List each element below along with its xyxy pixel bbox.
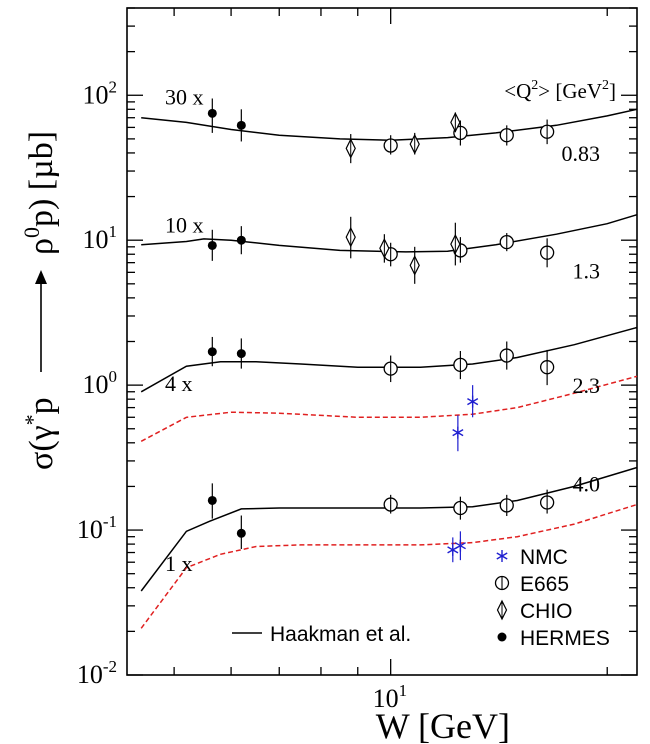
legend-marker-e665 bbox=[494, 575, 510, 591]
scale-factor-label: 10 x bbox=[165, 213, 204, 238]
e665-point bbox=[453, 357, 468, 373]
legend-label-nmc: NMC bbox=[520, 546, 568, 569]
e665-point bbox=[539, 360, 555, 375]
nmc-point-stroke bbox=[454, 542, 466, 550]
e665-point bbox=[499, 128, 514, 143]
e665-point bbox=[539, 495, 555, 510]
points-layer bbox=[207, 98, 555, 563]
y-tick-label: 10-2 bbox=[77, 657, 117, 689]
chio-point bbox=[345, 138, 356, 159]
e665-point bbox=[383, 361, 398, 376]
q2-value-label: 0.83 bbox=[562, 141, 601, 166]
y-axis-label: σ(γ*p ρ0p) [µb] bbox=[19, 131, 60, 470]
legend-marker-chio bbox=[496, 599, 508, 621]
legend-label-hermes: HERMES bbox=[520, 627, 610, 650]
model-curve bbox=[141, 213, 638, 253]
hermes-point bbox=[207, 347, 217, 357]
scale-factor-label: 4 x bbox=[165, 371, 193, 396]
e665-point bbox=[383, 497, 398, 512]
x-axis-label: W [GeV] bbox=[376, 706, 510, 744]
hermes-point bbox=[207, 240, 217, 250]
chio-point bbox=[409, 133, 420, 155]
legend-marker-hermes bbox=[497, 632, 507, 642]
e665-point bbox=[499, 234, 514, 250]
hermes-point bbox=[207, 108, 217, 118]
q2-value-label: 1.3 bbox=[573, 258, 601, 283]
q2-value-label: 4.0 bbox=[573, 471, 601, 496]
chio-point bbox=[450, 112, 461, 133]
nmc-point bbox=[467, 395, 479, 408]
chio-point bbox=[345, 226, 356, 248]
scale-factor-label: 1 x bbox=[165, 551, 193, 576]
hermes-point bbox=[236, 349, 246, 359]
legend-label-e665: E665 bbox=[520, 573, 569, 596]
legend-marker-nmc bbox=[496, 550, 508, 562]
nmc-point bbox=[454, 539, 466, 552]
chio-point bbox=[450, 233, 461, 255]
y-tick-label: 10-1 bbox=[77, 512, 117, 544]
e665-point bbox=[453, 500, 468, 516]
chio-point bbox=[409, 255, 420, 276]
e665-point bbox=[539, 124, 555, 139]
legend: NMC E665 CHIO HERMES Haakman et al. bbox=[232, 546, 610, 650]
y-tick-label: 100 bbox=[83, 367, 118, 399]
q2-header: <Q2> [GeV2] bbox=[504, 78, 616, 103]
nmc-point-stroke bbox=[452, 429, 464, 437]
dashed-model-curve bbox=[140, 503, 638, 629]
dashed-model-curve bbox=[140, 375, 638, 442]
legend-marker-nmc-stroke bbox=[496, 552, 508, 560]
y-tick-label: 101 bbox=[83, 222, 118, 254]
e665-point bbox=[453, 125, 468, 141]
hermes-point bbox=[207, 495, 217, 505]
curves-layer bbox=[140, 108, 638, 629]
legend-line-label: Haakman et al. bbox=[270, 623, 411, 646]
hermes-point bbox=[236, 235, 246, 245]
y-axis-label-text-2: ρ0p) [µb] bbox=[19, 131, 60, 255]
hermes-point bbox=[236, 120, 246, 130]
nmc-point-stroke bbox=[467, 397, 479, 406]
y-axis-label-text: σ(γ*p bbox=[20, 397, 60, 470]
axes-layer bbox=[126, 7, 638, 676]
hermes-point bbox=[236, 528, 246, 538]
nmc-point bbox=[452, 426, 464, 439]
model-curve bbox=[140, 326, 638, 393]
q2-value-label: 2.3 bbox=[573, 373, 601, 398]
y-tick-label: 102 bbox=[83, 77, 118, 109]
nmc-point bbox=[447, 543, 459, 556]
x-tick-label: 101 bbox=[373, 681, 408, 713]
e665-point bbox=[383, 138, 398, 153]
scale-factor-label: 30 x bbox=[165, 84, 204, 109]
e665-point bbox=[499, 498, 514, 513]
chio-point bbox=[379, 237, 390, 259]
legend-label-chio: CHIO bbox=[520, 600, 573, 623]
e665-point bbox=[539, 245, 555, 260]
e665-point bbox=[499, 348, 514, 363]
y-label-arrow-head bbox=[35, 270, 47, 284]
model-curve bbox=[140, 466, 638, 592]
